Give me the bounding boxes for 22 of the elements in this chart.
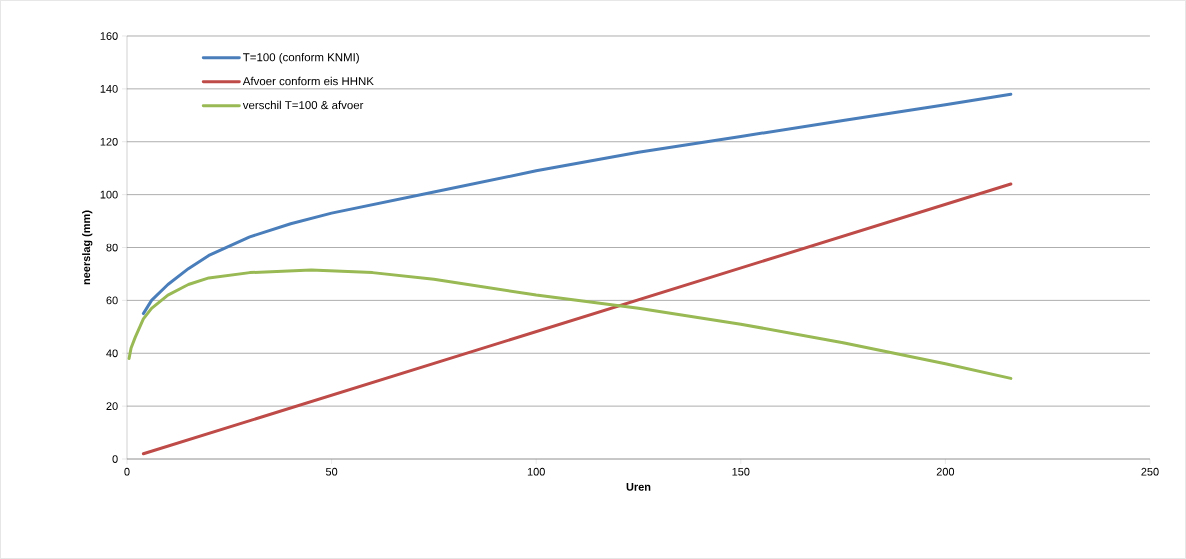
y-tick-label: 140	[100, 85, 118, 93]
x-tick-label: 200	[936, 467, 955, 476]
y-tick-label: 120	[100, 137, 118, 146]
x-tick-label: 100	[527, 467, 545, 476]
line-series	[141, 92, 1013, 316]
y-tick-label: 40	[106, 349, 118, 358]
y-tick-label: 0	[112, 455, 118, 463]
y-axis-title: neerslag (mm)	[82, 210, 93, 285]
legend-label: T=100 (conform KNMI)	[243, 52, 359, 64]
legend-label: Afvoer conform eis HHNK	[242, 76, 374, 86]
legend-label: verschil T=100 & afvoer	[242, 100, 364, 110]
line-series	[127, 268, 1013, 380]
x-axis-title: Uren	[626, 483, 651, 491]
x-tick-label: 250	[1141, 467, 1159, 476]
x-tick-label: 150	[732, 467, 750, 476]
y-tick-label: 160	[100, 32, 118, 40]
y-tick-label: 100	[100, 190, 118, 199]
y-tick-label: 20	[106, 402, 118, 411]
x-tick-label: 50	[325, 467, 338, 476]
y-tick-label: 80	[106, 243, 118, 252]
y-tick-label: 60	[106, 296, 118, 305]
x-tick-label: 0	[124, 467, 130, 476]
